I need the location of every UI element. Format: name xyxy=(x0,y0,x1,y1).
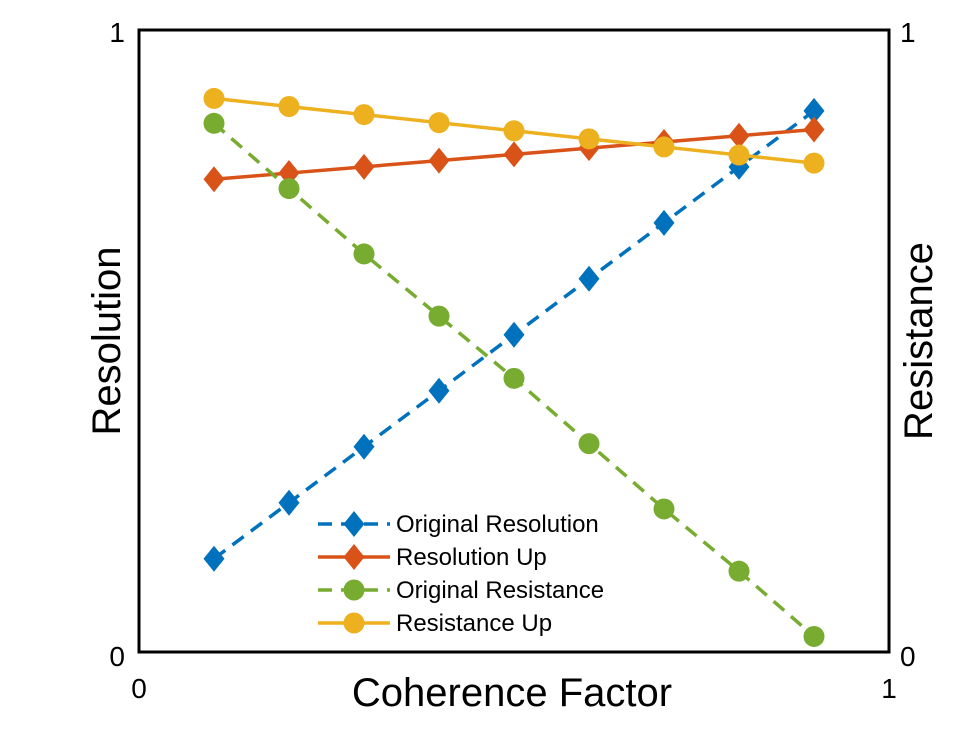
original-resistance-point xyxy=(353,243,375,265)
original-resolution-point xyxy=(503,321,525,348)
y2-axis-title: Resistance xyxy=(897,242,941,440)
legend-swatch-marker xyxy=(343,544,365,570)
original-resolution-point xyxy=(278,489,300,516)
original-resistance-point xyxy=(428,305,450,327)
original-resistance-point xyxy=(203,112,225,134)
series-original-resolution xyxy=(203,97,825,572)
resistance-up-point xyxy=(503,120,525,142)
legend-label: Original Resistance xyxy=(396,577,604,604)
original-resistance-point xyxy=(278,178,300,200)
resistance-up-point xyxy=(428,112,450,134)
legend-label: Resistance Up xyxy=(396,610,552,637)
y-tick-label-min: 0 xyxy=(109,641,125,672)
legend-swatch-marker xyxy=(343,511,365,537)
x-axis-title: Coherence Factor xyxy=(352,671,672,715)
series-resistance-up xyxy=(203,87,825,174)
y-tick-label-max: 1 xyxy=(109,17,125,48)
resistance-up-point xyxy=(653,136,675,158)
resolution-up-point xyxy=(353,153,375,180)
resolution-up-point xyxy=(503,141,525,168)
legend-swatch-marker xyxy=(343,579,365,601)
resistance-up-point xyxy=(278,96,300,118)
legend-item-resolution-up: Resolution Up xyxy=(318,544,547,571)
x-tick-label-max: 1 xyxy=(881,673,897,704)
resistance-up-point xyxy=(803,152,825,174)
legend-item-original-resolution: Original Resolution xyxy=(318,511,599,538)
resolution-up-point xyxy=(728,122,750,149)
y-axis-title: Resolution xyxy=(85,246,129,435)
legend-label: Resolution Up xyxy=(396,544,547,571)
legend: Original Resolution Resolution Up Original… xyxy=(318,511,604,637)
resolution-up-point xyxy=(803,116,825,143)
original-resolution-point xyxy=(353,433,375,460)
original-resistance-point xyxy=(653,498,675,520)
resolution-up-point xyxy=(203,166,225,193)
series-resolution-up xyxy=(203,116,825,193)
legend-item-original-resistance: Original Resistance xyxy=(318,577,604,604)
resolution-up-point xyxy=(428,147,450,174)
original-resistance-point xyxy=(803,625,825,647)
series-original-resistance xyxy=(203,112,825,647)
y2-tick-label-min: 0 xyxy=(900,641,916,672)
original-resistance-point xyxy=(578,433,600,455)
original-resolution-point xyxy=(803,97,825,124)
original-resistance-point xyxy=(728,560,750,582)
resistance-up-point xyxy=(203,87,225,109)
plot-area xyxy=(203,87,825,647)
legend-swatch-marker xyxy=(343,612,365,634)
legend-label: Original Resolution xyxy=(396,511,599,538)
original-resolution-point xyxy=(578,265,600,292)
resistance-up-point xyxy=(728,144,750,166)
original-resolution-point xyxy=(653,209,675,236)
legend-item-resistance-up: Resistance Up xyxy=(318,610,552,637)
original-resolution-point xyxy=(203,545,225,572)
y2-tick-label-max: 1 xyxy=(900,17,916,48)
plot-frame xyxy=(137,28,891,654)
x-tick-label-min: 0 xyxy=(131,673,147,704)
resistance-up-point xyxy=(578,128,600,150)
original-resistance-point xyxy=(503,367,525,389)
resistance-up-point xyxy=(353,104,375,126)
original-resolution-point xyxy=(428,377,450,404)
